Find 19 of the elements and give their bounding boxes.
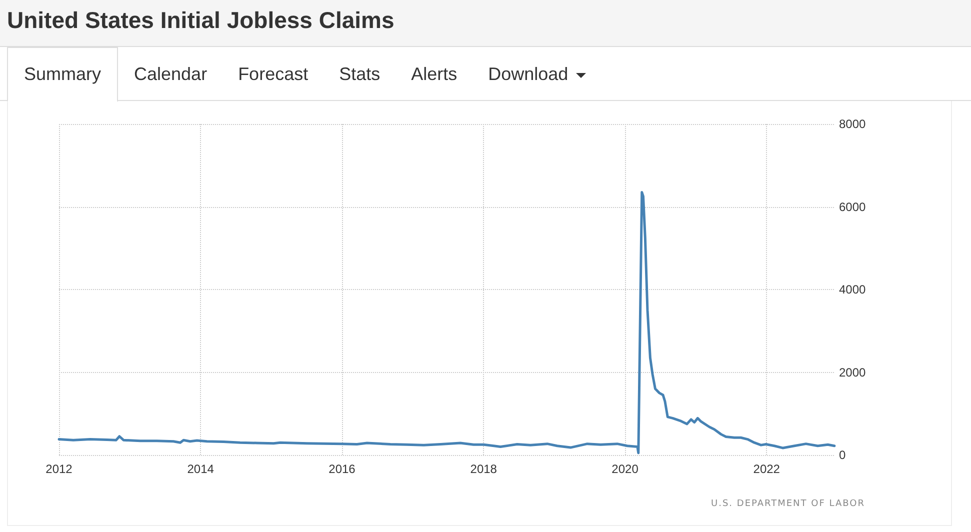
chart-title: United States Initial Jobless Claims — [7, 7, 394, 34]
x-tick-label: 2018 — [470, 462, 498, 476]
y-tick-label: 6000 — [839, 200, 866, 214]
y-tick-label: 4000 — [839, 282, 866, 296]
tab[interactable]: Summary — [7, 47, 118, 102]
tab[interactable]: Download — [473, 47, 602, 101]
tab[interactable]: Forecast — [223, 47, 324, 101]
x-tick-label: 2012 — [46, 462, 73, 476]
y-tick-label: 2000 — [839, 365, 866, 380]
x-tick-label: 2014 — [187, 462, 214, 476]
text: U.S. DEPARTMENT OF LABOR — [711, 499, 865, 509]
tab[interactable]: Stats — [324, 47, 396, 101]
y-tick-label: 8000 — [839, 117, 866, 131]
tab[interactable]: Calendar — [119, 47, 222, 101]
x-tick-label: 2022 — [753, 462, 780, 476]
y-tick-label: 0 — [839, 448, 846, 462]
tab[interactable]: Alerts — [396, 47, 472, 101]
x-tick-label: 2020 — [612, 462, 639, 476]
x-tick-label: 2016 — [328, 462, 356, 476]
